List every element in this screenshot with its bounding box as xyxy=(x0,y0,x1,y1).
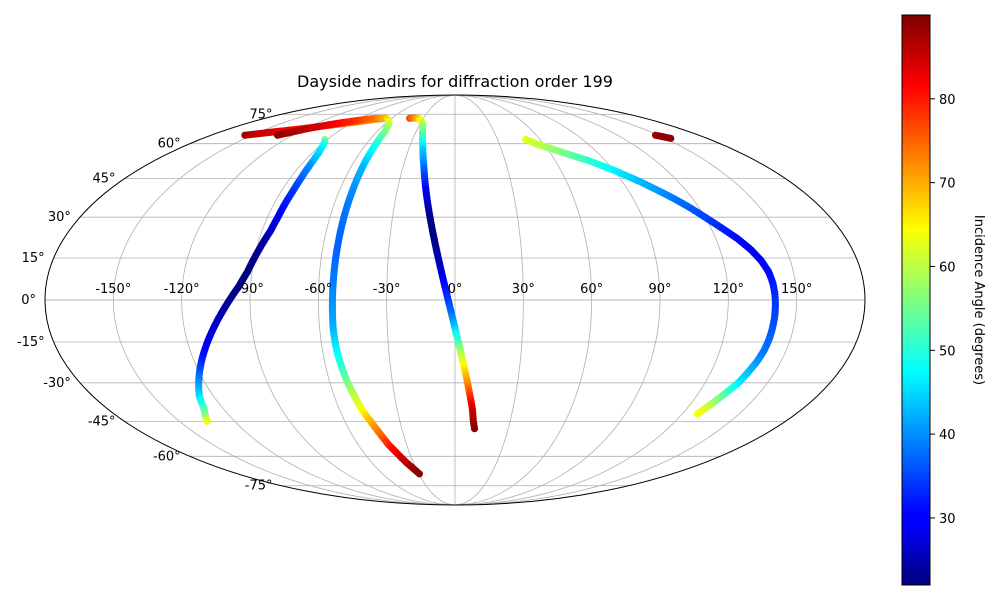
latitude-tick-labels: -75° -60° -45° -30° -15° 0° 15° 30° 45° 60° 75° xyxy=(17,107,273,493)
data-points xyxy=(195,114,779,478)
data-point xyxy=(470,425,479,433)
longitude-tick-label: -150° xyxy=(95,282,131,297)
map-boundary xyxy=(44,94,866,506)
latitude-tick-label: -15° xyxy=(17,335,45,350)
chart-title: Dayside nadirs for diffraction order 199 xyxy=(297,72,613,91)
longitude-tick-label: -90° xyxy=(236,282,264,297)
longitude-tick-label: 90° xyxy=(648,282,671,297)
longitude-tick-label: 60° xyxy=(580,282,603,297)
data-point xyxy=(667,134,675,142)
colorbar-ticks: 30 40 50 60 70 80 xyxy=(930,93,956,527)
latitude-tick-label: -45° xyxy=(88,414,116,429)
colorbar-tick-label: 80 xyxy=(939,93,956,108)
longitude-tick-label: -60° xyxy=(304,282,332,297)
colorbar-tick-label: 70 xyxy=(939,177,956,192)
longitude-tick-label: 150° xyxy=(781,282,812,297)
latitude-tick-label: -75° xyxy=(245,479,273,494)
latitude-tick-label: -30° xyxy=(43,376,71,391)
colorbar-gradient xyxy=(901,14,931,586)
longitude-tick-label: 0° xyxy=(448,282,463,297)
graticule xyxy=(45,94,865,506)
colorbar-tick-label: 30 xyxy=(939,512,956,527)
longitude-tick-label: -120° xyxy=(164,282,200,297)
longitude-tick-label: 120° xyxy=(713,282,744,297)
latitude-tick-label: 75° xyxy=(249,107,272,122)
colorbar: 30 40 50 60 70 80 Incidence Angle (degrees) xyxy=(901,14,986,586)
latitude-tick-label: 0° xyxy=(21,293,36,308)
map-area: -150° -120° -90° -60° -30° 0° 30° 60° 90° 120° 150… xyxy=(17,94,866,506)
data-point xyxy=(203,417,211,425)
latitude-tick-label: 45° xyxy=(93,172,116,187)
latitude-tick-label: 15° xyxy=(22,251,45,266)
longitude-tick-labels: -150° -120° -90° -60° -30° 0° 30° 60° 90° 120° 150… xyxy=(95,282,812,297)
colorbar-label: Incidence Angle (degrees) xyxy=(971,215,986,385)
longitude-tick-label: 30° xyxy=(512,282,535,297)
colorbar-tick-label: 40 xyxy=(939,428,956,443)
longitude-tick-label: -30° xyxy=(373,282,401,297)
data-point xyxy=(693,410,702,418)
colorbar-tick-label: 60 xyxy=(939,260,956,275)
latitude-tick-label: 60° xyxy=(158,137,181,152)
data-point xyxy=(415,470,423,478)
latitude-tick-label: 30° xyxy=(48,210,71,225)
colorbar-tick-label: 50 xyxy=(939,344,956,359)
latitude-tick-label: -60° xyxy=(153,449,181,464)
